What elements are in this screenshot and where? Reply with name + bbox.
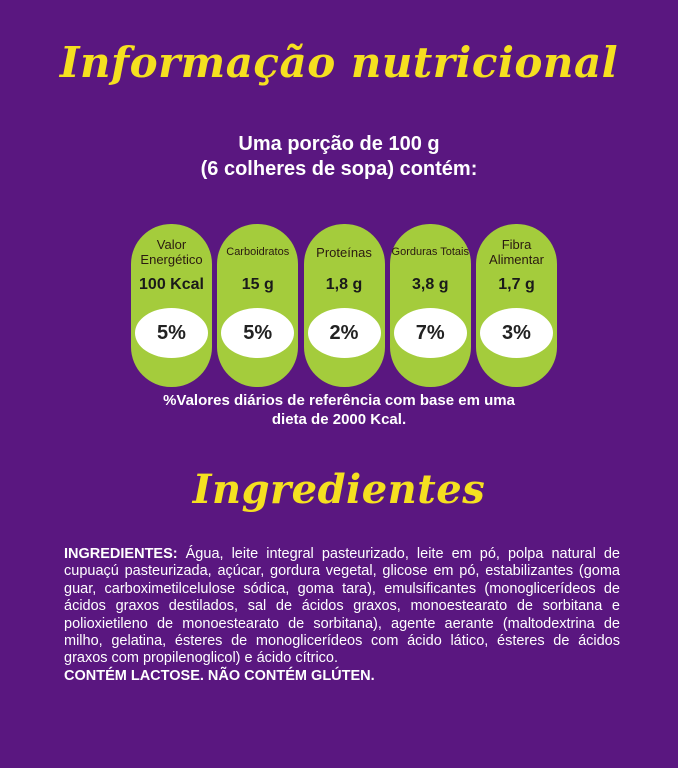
nutrient-protein: Proteínas 1,8 g 2% <box>303 224 385 387</box>
ingredients-heading: INGREDIENTES: <box>64 546 178 562</box>
nutrient-value: 1,8 g <box>325 276 363 293</box>
ingredients-text: Água, leite integral pasteurizado, leite… <box>64 546 620 667</box>
nutrient-panel-bg <box>303 224 385 387</box>
allergen-statement: CONTÉM LACTOSE. NÃO CONTÉM GLÚTEN. <box>64 667 375 684</box>
footnote-line-2: dieta de 2000 Kcal. <box>271 411 407 428</box>
portion-line-2: (6 colheres de sopa) contém: <box>200 158 478 180</box>
nutrient-panel-bg <box>476 224 557 387</box>
nutrition-title: Informação nutricional <box>59 38 619 87</box>
nutrient-label: Proteínas <box>316 244 372 260</box>
portion-line-1: Uma porção de 100 g <box>238 133 440 155</box>
nutrient-panel-bg <box>131 224 212 387</box>
nutrient-fiber: Fibra Alimentar 1,7 g 3% <box>476 224 557 387</box>
nutrient-value: 15 g <box>241 276 274 293</box>
nutrient-carbs: Carboidratos 15 g 5% <box>217 224 299 387</box>
footnote-line-1: %Valores diários de referência com base … <box>163 392 515 409</box>
nutrient-value: 100 Kcal <box>139 276 204 293</box>
nutrient-value: 3,8 g <box>412 276 449 293</box>
nutrient-label: Carboidratos <box>226 245 290 258</box>
nutrient-percent: 3% <box>480 308 553 358</box>
nutrient-panel-bg <box>389 224 471 387</box>
ingredients-title: Ingredientes <box>192 466 486 513</box>
nutrient-label: Valor Energético <box>140 237 203 267</box>
nutrient-fat: Gorduras Totais 3,8 g 7% <box>389 224 471 387</box>
nutrient-value: 1,7 g <box>498 276 535 293</box>
nutrient-label: Gorduras Totais <box>391 245 469 258</box>
nutrient-percent: 5% <box>135 308 208 358</box>
nutrient-percent: 5% <box>221 308 295 358</box>
nutrient-energy: Valor Energético 100 Kcal 5% <box>131 224 212 387</box>
nutrient-percent: 2% <box>307 308 381 358</box>
ingredients-list: INGREDIENTES: Água, leite integral paste… <box>64 546 620 685</box>
daily-values-footnote: %Valores diários de referência com base … <box>0 391 678 429</box>
portion-info: Uma porção de 100 g (6 colheres de sopa)… <box>0 132 678 182</box>
nutrition-facts-panel: Valor Energético 100 Kcal 5% Carboidrato… <box>131 224 557 387</box>
nutrient-percent: 7% <box>393 308 467 358</box>
nutrient-panel-bg <box>217 224 299 387</box>
nutrient-label: Fibra Alimentar <box>489 237 544 267</box>
